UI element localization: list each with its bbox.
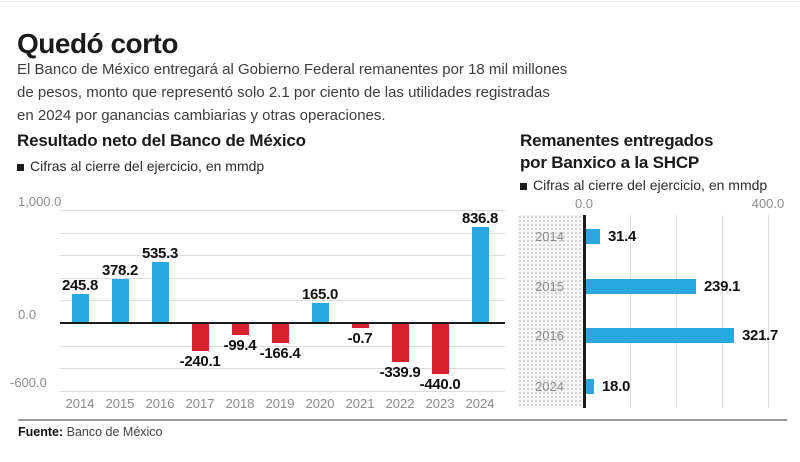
gridline-h (60, 255, 505, 256)
y-tick-1000: 1,000.0 (18, 194, 62, 209)
y-axis-line (583, 215, 586, 408)
bar-2023 (432, 324, 449, 374)
bar-2021 (352, 324, 369, 328)
x-axis-line (60, 322, 505, 324)
gridline-h (60, 210, 505, 211)
year-label-2014: 2014 (65, 396, 95, 411)
gridline-v (676, 215, 677, 408)
left-chart-legend: Cifras al cierre del ejercicio, en mmdp (17, 158, 264, 174)
value-label-2018: -99.4 (223, 337, 257, 354)
bar-2019 (272, 324, 289, 343)
description-line: en 2024 por ganancias cambiarias y otras… (17, 107, 386, 124)
value-label-2014: 245.8 (61, 277, 99, 294)
year-label-2015: 2015 (535, 279, 564, 294)
year-label-2020: 2020 (305, 396, 335, 411)
top-divider (0, 1, 800, 2)
year-label-2023: 2023 (425, 396, 455, 411)
stipple-background (518, 215, 584, 408)
gridline-h (60, 391, 505, 392)
year-label-2021: 2021 (345, 396, 375, 411)
bar-2022 (392, 324, 409, 362)
description-line: El Banco de México entregará al Gobierno… (17, 61, 568, 78)
right-chart-title: Remanentes entregados por Banxico a la S… (520, 130, 713, 174)
y-tick-0: 0.0 (18, 307, 37, 322)
right-chart-legend: Cifras al cierre del ejercicio, en mmdp (520, 177, 767, 193)
legend-square-icon (520, 183, 527, 190)
year-label-2017: 2017 (185, 396, 215, 411)
bar-2017 (192, 324, 209, 351)
year-label-2016: 2016 (535, 328, 564, 343)
value-label-2014: 31.4 (608, 228, 636, 245)
bar-2016 (152, 262, 169, 322)
gridline-h (60, 368, 505, 369)
value-label-2015: 239.1 (704, 278, 741, 295)
value-label-2024: 18.0 (602, 378, 630, 395)
bar-2015 (112, 279, 129, 322)
source-text: Banco de México (63, 425, 163, 439)
bar-2014 (72, 294, 89, 322)
bar-2020 (312, 303, 329, 322)
gridline-v (768, 215, 769, 408)
y-tick--600: -600.0 (10, 375, 47, 390)
source-note: Fuente: Banco de México (18, 425, 163, 439)
gridline-v (722, 215, 723, 408)
gridline-v (630, 215, 631, 408)
right-chart-legend-label: Cifras al cierre del ejercicio, en mmdp (533, 177, 768, 193)
gridline-h (60, 300, 505, 301)
value-label-2021: -0.7 (347, 330, 373, 347)
year-label-2016: 2016 (145, 396, 175, 411)
left-chart-legend-label: Cifras al cierre del ejercicio, en mmdp (30, 158, 265, 174)
page-title: Quedó corto (17, 28, 178, 59)
x-tick-0: 0.0 (574, 196, 594, 211)
year-label-2018: 2018 (225, 396, 255, 411)
year-label-2024: 2024 (535, 379, 564, 394)
right-chart-title-line: por Banxico a la SHCP (520, 153, 700, 172)
description: El Banco de México entregará al Gobierno… (17, 58, 567, 127)
left-chart-title: Resultado neto del Banco de México (17, 131, 306, 150)
value-label-2023: -440.0 (419, 376, 461, 393)
gridline-h (60, 233, 505, 234)
year-label-2019: 2019 (265, 396, 295, 411)
year-label-2022: 2022 (385, 396, 415, 411)
bottom-divider (18, 419, 787, 421)
year-label-2014: 2014 (535, 229, 564, 244)
value-label-2017: -240.1 (179, 353, 221, 370)
value-label-2015: 378.2 (101, 262, 139, 279)
gridline-h (60, 346, 505, 347)
value-label-2020: 165.0 (301, 286, 339, 303)
gridline-h (60, 278, 505, 279)
year-label-2015: 2015 (105, 396, 135, 411)
year-label-2024: 2024 (465, 396, 495, 411)
bar-2016 (586, 328, 734, 343)
value-label-2016: 535.3 (141, 245, 179, 262)
value-label-2024: 836.8 (461, 210, 499, 227)
bar-2024 (586, 379, 594, 394)
bar-2015 (586, 279, 696, 294)
x-tick-400: 400.0 (751, 196, 785, 211)
source-label: Fuente: (18, 425, 64, 439)
value-label-2016: 321.7 (742, 327, 779, 344)
bar-2024 (472, 227, 489, 322)
bar-2014 (586, 229, 600, 244)
bar-2018 (232, 324, 249, 335)
value-label-2019: -166.4 (259, 345, 301, 362)
legend-square-icon (17, 164, 24, 171)
right-chart-title-line: Remanentes entregados (520, 131, 714, 150)
description-line: de pesos, monto que representó solo 2.1 … (17, 84, 550, 101)
value-label-2022: -339.9 (379, 364, 421, 381)
